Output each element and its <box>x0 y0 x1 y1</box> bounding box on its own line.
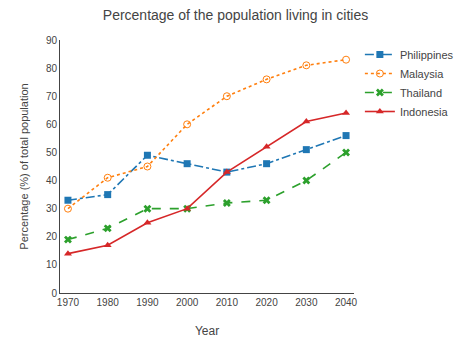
svg-text:2000: 2000 <box>176 297 199 308</box>
svg-text:2030: 2030 <box>295 297 318 308</box>
svg-text:40: 40 <box>46 175 58 186</box>
svg-text:2010: 2010 <box>216 297 239 308</box>
svg-text:Percentage of the population l: Percentage of the population living in c… <box>103 7 368 23</box>
svg-text:Thailand: Thailand <box>400 87 442 99</box>
svg-text:50: 50 <box>46 147 58 158</box>
svg-text:0: 0 <box>51 288 57 299</box>
svg-text:1970: 1970 <box>57 297 80 308</box>
svg-text:Year: Year <box>195 324 219 338</box>
svg-text:1980: 1980 <box>97 297 120 308</box>
svg-text:10: 10 <box>46 259 58 270</box>
svg-text:60: 60 <box>46 119 58 130</box>
svg-text:20: 20 <box>46 231 58 242</box>
svg-text:Percentage (%) of total popula: Percentage (%) of total population <box>18 83 30 249</box>
svg-text:1990: 1990 <box>136 297 159 308</box>
svg-text:Indonesia: Indonesia <box>400 106 449 118</box>
svg-text:Philippines: Philippines <box>400 49 454 61</box>
svg-text:80: 80 <box>46 63 58 74</box>
svg-text:70: 70 <box>46 91 58 102</box>
svg-text:2020: 2020 <box>255 297 278 308</box>
svg-text:2040: 2040 <box>335 297 358 308</box>
svg-text:Malaysia: Malaysia <box>400 68 444 80</box>
svg-text:90: 90 <box>46 35 58 46</box>
svg-text:30: 30 <box>46 203 58 214</box>
